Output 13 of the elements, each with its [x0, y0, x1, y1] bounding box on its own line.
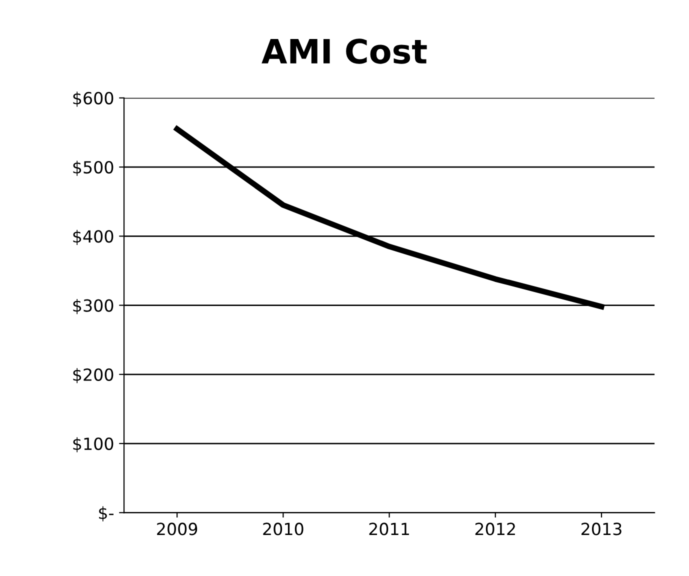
x-tick-label: 2010 [263, 522, 304, 536]
x-tick-label: 2013 [582, 522, 622, 536]
y-tick-label: $300 [73, 298, 114, 314]
y-tick-label: $100 [73, 437, 114, 452]
chart-title: AMI Cost [262, 38, 427, 64]
y-tick-label: $600 [73, 92, 114, 107]
x-tick-label: 2009 [157, 522, 198, 536]
y-tick-label: $200 [73, 368, 114, 384]
y-tick-label: $500 [73, 160, 114, 176]
x-tick-label: 2012 [475, 522, 515, 536]
y-tick-label: $- [99, 506, 114, 522]
x-tick-label: 2011 [369, 522, 409, 536]
y-tick-label: $400 [73, 230, 114, 245]
